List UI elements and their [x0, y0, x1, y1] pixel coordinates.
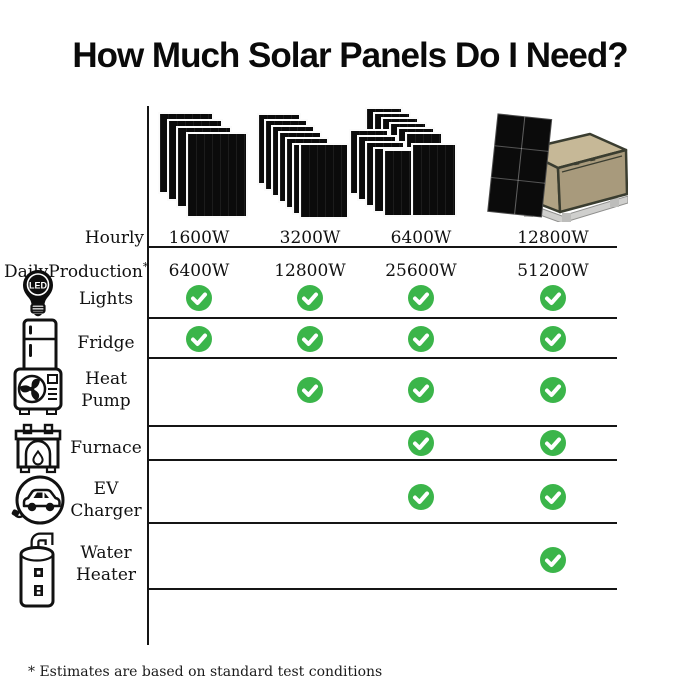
table-rule: [147, 425, 617, 427]
hourly-row-label: Hourly: [84, 228, 144, 248]
table-rule: [147, 357, 617, 359]
check-icon: [408, 326, 434, 352]
table-rule: [147, 459, 617, 461]
charging-plug: [11, 509, 25, 519]
led-label: LED: [29, 281, 48, 291]
daily-value: 25600W: [385, 261, 457, 281]
check-icon: [540, 377, 566, 403]
asterisk: *: [142, 260, 149, 274]
fridge-icon: [22, 318, 58, 376]
row-label-water-heater: Water Heater: [75, 543, 137, 585]
check-icon: [297, 377, 323, 403]
check-icon: [186, 285, 212, 311]
table-vertical-divider: [147, 106, 149, 645]
row-label-lights: Lights: [78, 289, 134, 309]
pallet-crate-graphic: [487, 113, 629, 224]
leaning-solar-panel: [487, 113, 553, 218]
check-icon: [297, 285, 323, 311]
row-label-furnace: Furnace: [70, 438, 142, 458]
solar-panel-pallet-crate: [478, 110, 629, 224]
solar-panel-stack-medium: [257, 113, 352, 221]
hourly-value: 6400W: [390, 228, 452, 248]
daily-value: 6400W: [168, 261, 230, 281]
check-icon: [540, 484, 566, 510]
check-icon: [408, 285, 434, 311]
flame: [32, 449, 44, 466]
check-icon: [408, 377, 434, 403]
check-icon: [408, 430, 434, 456]
daily-value: 12800W: [274, 261, 346, 281]
water-heater-icon: [19, 532, 55, 608]
fan-blades: [19, 378, 40, 401]
table-rule: [147, 522, 617, 524]
row-label-fridge: Fridge: [77, 333, 135, 353]
hourly-value: 1600W: [168, 228, 230, 248]
check-icon: [297, 326, 323, 352]
led-bulb-icon: LED: [23, 270, 53, 317]
check-icon: [540, 285, 566, 311]
hourly-value: 3200W: [279, 228, 341, 248]
production-word: Production*: [48, 260, 149, 282]
check-icon: [540, 326, 566, 352]
car: [22, 488, 61, 512]
solar-panel-stack-small: [158, 112, 253, 220]
table-rule: [147, 317, 617, 319]
row-label-ev-charger: EV Charger: [70, 479, 142, 521]
outlet-pipe: [30, 532, 54, 556]
solar-panel: [411, 143, 457, 217]
daily-value: 51200W: [517, 261, 589, 281]
check-icon: [540, 547, 566, 573]
check-icon: [408, 484, 434, 510]
page-title: How Much Solar Panels Do I Need?: [72, 36, 628, 75]
check-icon: [540, 430, 566, 456]
solar-panel-stack-large: [349, 107, 459, 219]
furnace-icon: [14, 423, 62, 474]
ev-charger-icon: [11, 475, 65, 525]
solar-panel: [299, 143, 349, 219]
table-rule: [147, 588, 617, 590]
footnote: * Estimates are based on standard test c…: [28, 664, 383, 680]
solar-panel: [186, 132, 248, 218]
table-rule: [147, 246, 617, 248]
heat-pump-icon: [13, 367, 63, 415]
row-label-heat-pump: Heat Pump: [81, 369, 131, 411]
hourly-value: 12800W: [517, 228, 589, 248]
check-icon: [186, 326, 212, 352]
